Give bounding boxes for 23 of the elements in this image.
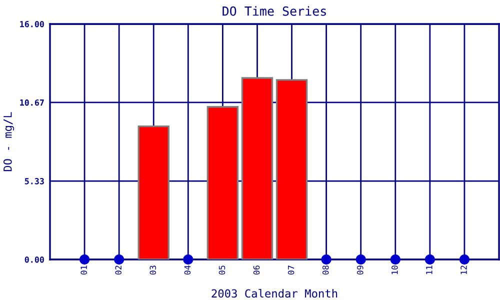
- x-tick-label: 11: [426, 266, 432, 274]
- bar: [276, 79, 308, 260]
- x-tick-label: 06: [253, 266, 260, 275]
- y-tick-label: 0.00: [24, 256, 44, 263]
- y-tick-label: 16.00: [20, 20, 44, 28]
- x-tick-label: 04: [184, 265, 191, 275]
- x-tick-label: 10: [392, 266, 398, 274]
- bar: [206, 106, 239, 260]
- x-tick-label: 07: [288, 266, 294, 275]
- y-axis-title: DO - mg/L: [3, 112, 14, 172]
- x-tick-label: 12: [460, 266, 467, 274]
- chart-title: DO Time Series: [222, 6, 326, 16]
- x-tick-label: 09: [356, 266, 364, 275]
- bar: [138, 125, 170, 260]
- y-tick-label: 5.33: [24, 178, 44, 184]
- x-tick-label: 02: [115, 266, 122, 275]
- x-axis-title: 2003 Calendar Month: [212, 288, 338, 298]
- y-tick-label: 10.67: [20, 99, 44, 106]
- x-tick-label: 03: [150, 266, 156, 275]
- x-tick-label: 01: [80, 266, 87, 275]
- bar: [241, 77, 274, 260]
- x-tick-label: 08: [322, 266, 329, 275]
- x-tick-label: 05: [218, 266, 226, 275]
